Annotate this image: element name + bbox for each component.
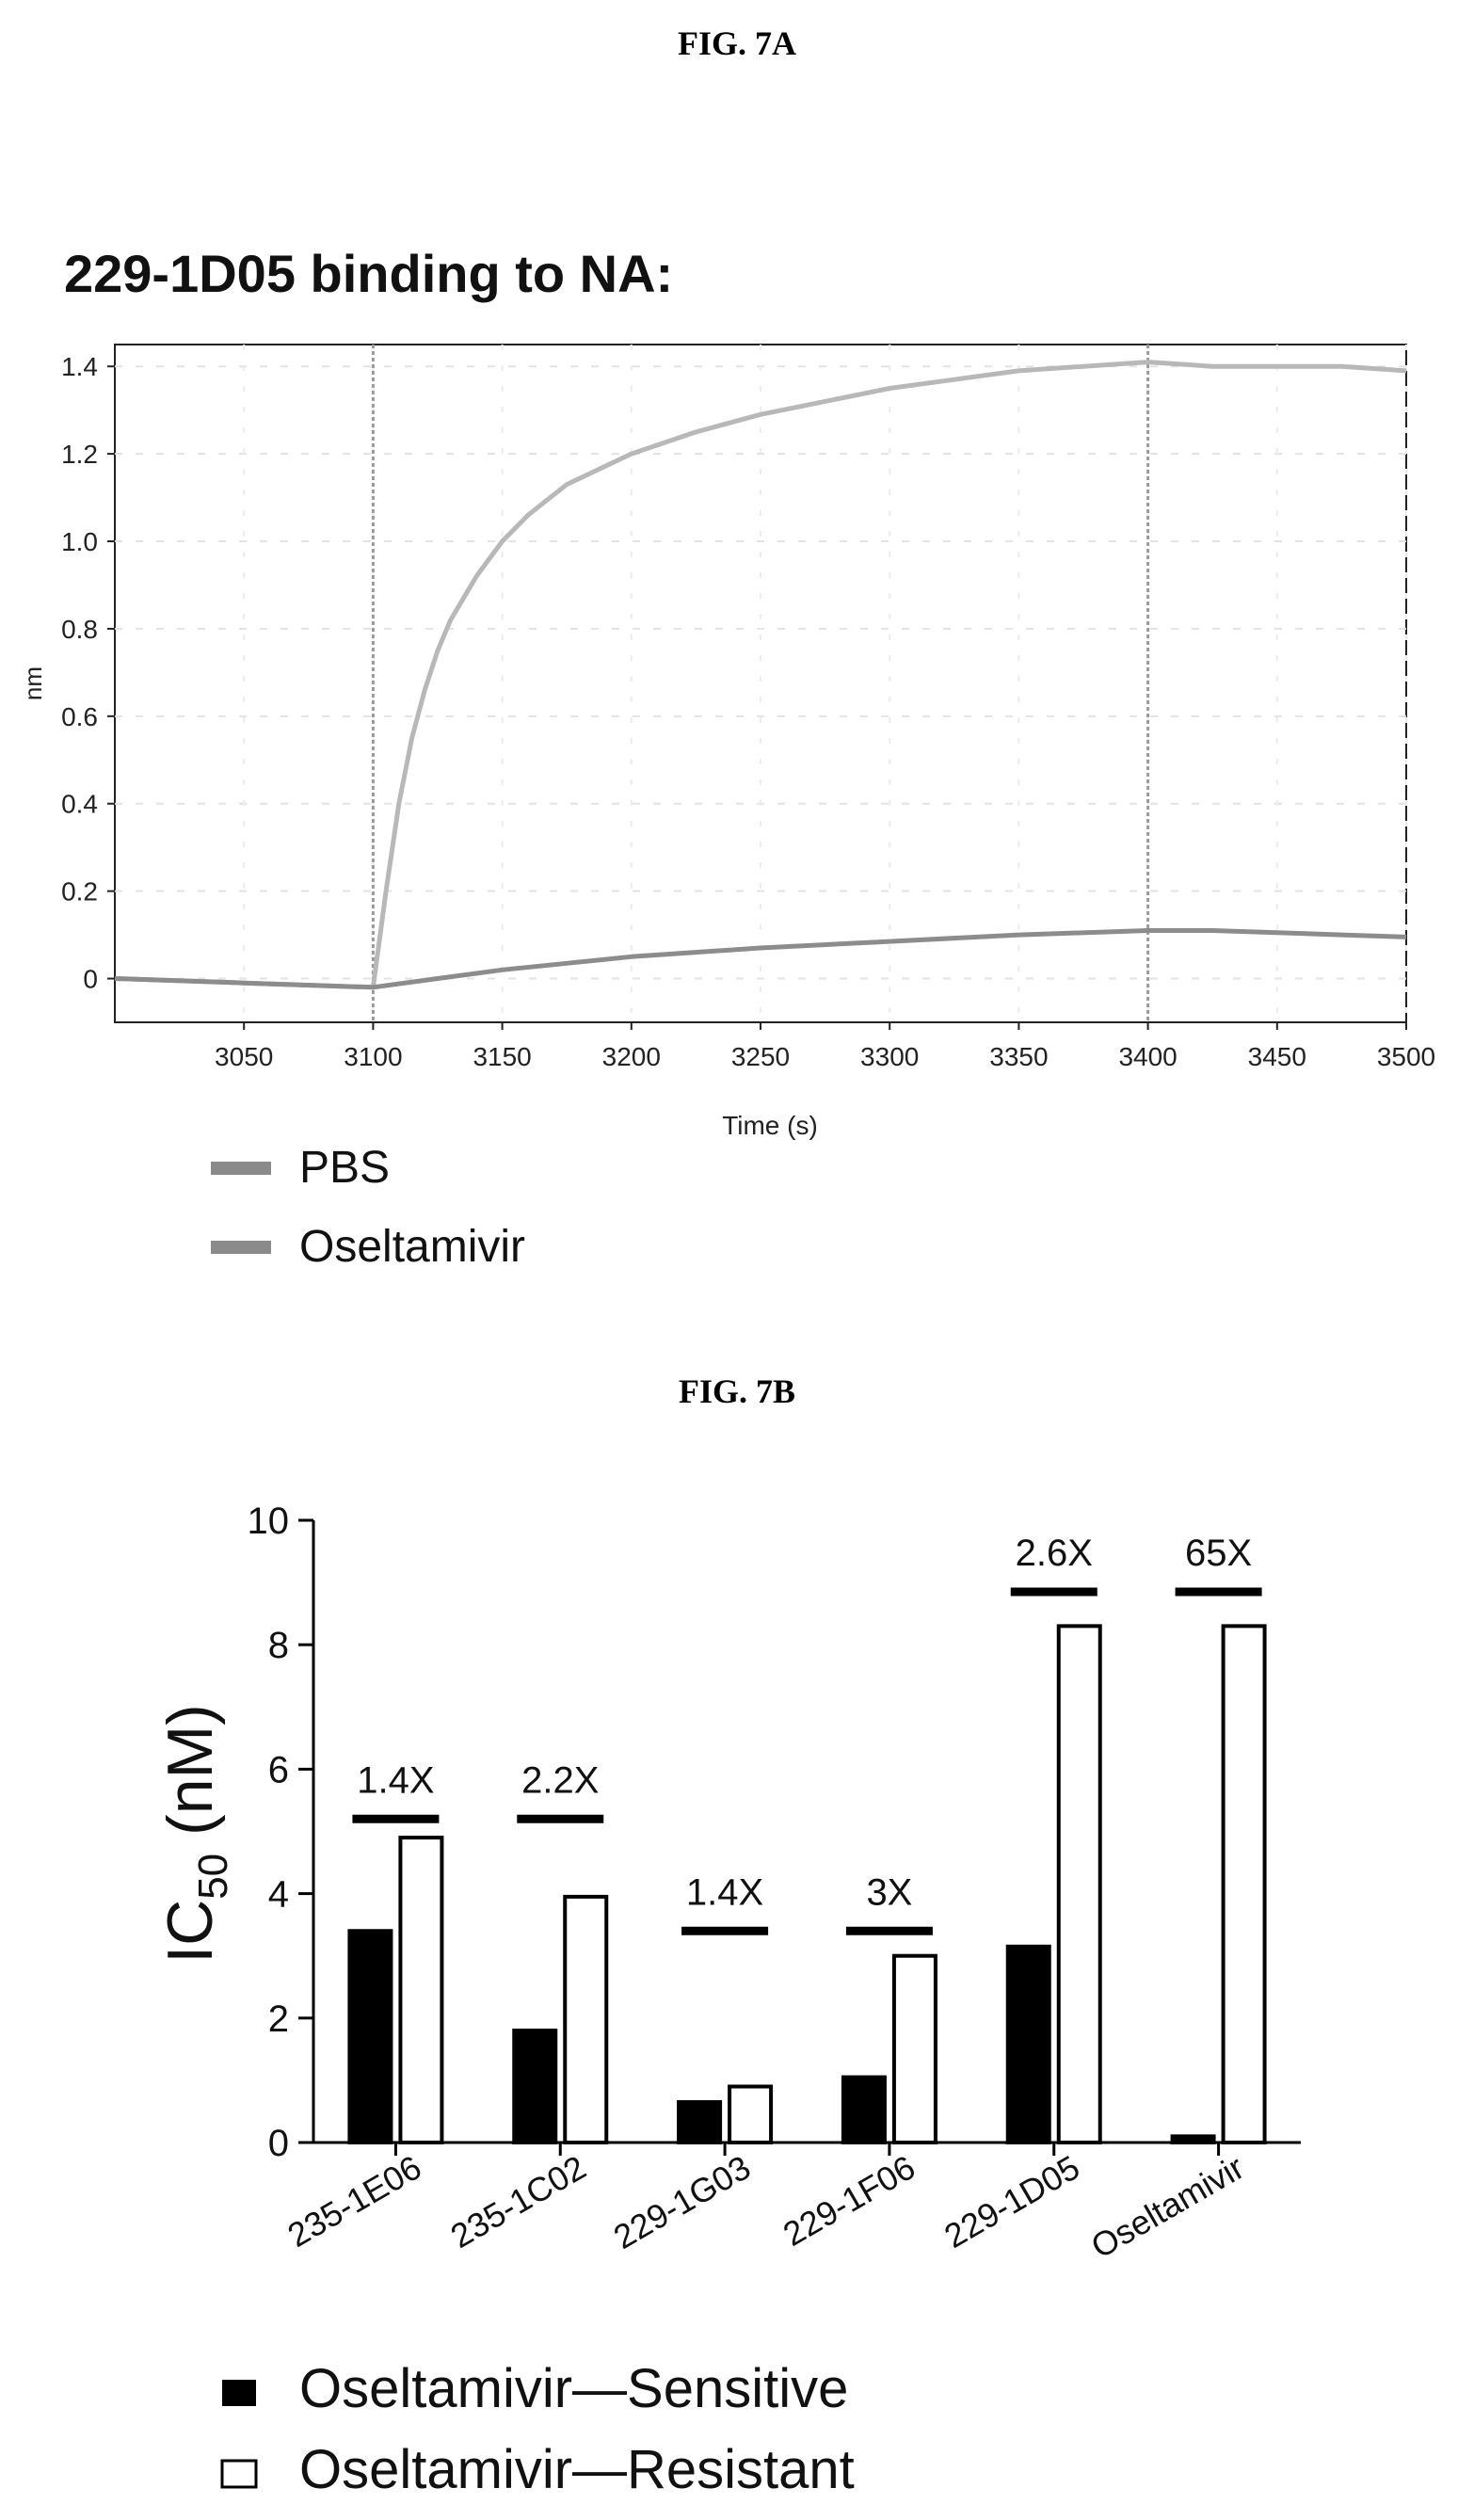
ic50-label-main: IC xyxy=(154,1900,226,1964)
ic50-label-subscript: 50 xyxy=(190,1854,236,1900)
y-tick-label: 2 xyxy=(268,1998,289,2040)
legend-swatch-oseltamivir xyxy=(211,1241,271,1254)
category-label: 229-1D05 xyxy=(937,2147,1085,2255)
ic50-chart-y-ticks: 0 2 4 6 8 10 xyxy=(248,1501,313,2164)
binding-chart-grid xyxy=(115,345,1407,1022)
binding-chart: 229-1D05 binding to NA: 0 0.2 0.4 0.6 0.8 1.0… xyxy=(19,244,1435,1272)
legend-label-resistant: Oseltamivir—Resistant xyxy=(299,2439,855,2500)
x-tick-label: 3400 xyxy=(1118,1042,1177,1071)
binding-chart-series xyxy=(114,360,1407,990)
bar-resistant xyxy=(1056,1624,1102,2144)
ic50-chart: 0 2 4 6 8 10 1.4X 2.2X 1.4X 3X 2.6X 65X 235-1E06 23… xyxy=(154,1501,1301,2500)
y-tick-label: 0.6 xyxy=(61,702,98,731)
x-tick-label: 3200 xyxy=(602,1042,661,1071)
x-tick-label: 3050 xyxy=(215,1042,273,1071)
ic50-chart-y-axis-label: IC50 (nM) xyxy=(154,1704,236,1964)
fold-change-label: 65X xyxy=(1185,1533,1252,1574)
binding-chart-y-axis-label: nm xyxy=(19,666,47,700)
fold-change-label: 2.2X xyxy=(521,1759,599,1801)
y-tick-label: 0.8 xyxy=(61,615,98,644)
y-tick-label: 0.2 xyxy=(61,877,98,907)
y-tick-label: 0 xyxy=(83,965,98,994)
category-label: 235-1E06 xyxy=(281,2147,428,2255)
ic50-chart-bars xyxy=(347,1624,1267,2145)
y-tick-label: 4 xyxy=(268,1874,289,1916)
binding-chart-plot-frame xyxy=(114,344,1407,1023)
legend-swatch-pbs xyxy=(211,1162,271,1175)
x-tick-label: 3450 xyxy=(1248,1042,1306,1071)
bar-resistant xyxy=(1221,1624,1267,2144)
bar-resistant xyxy=(728,2084,774,2145)
y-tick-label: 8 xyxy=(268,1625,289,1666)
series-line-oseltamivir xyxy=(114,928,1407,990)
binding-chart-x-axis-label: Time (s) xyxy=(722,1111,818,1140)
fold-change-label: 3X xyxy=(866,1871,912,1913)
y-tick-label: 6 xyxy=(268,1749,289,1790)
x-tick-label: 3150 xyxy=(473,1042,531,1071)
bar-resistant xyxy=(398,1836,444,2144)
series-line-pbs xyxy=(114,360,1407,990)
legend-label-sensitive: Oseltamivir—Sensitive xyxy=(299,2358,848,2419)
bar-sensitive xyxy=(841,2075,887,2144)
legend-label-pbs: PBS xyxy=(299,1143,390,1193)
binding-chart-y-ticks: 0 0.2 0.4 0.6 0.8 1.0 1.2 1.4 xyxy=(61,352,115,994)
bar-sensitive xyxy=(677,2100,723,2144)
y-tick-label: 10 xyxy=(248,1501,290,1542)
x-tick-label: 3100 xyxy=(344,1042,402,1071)
bar-resistant xyxy=(891,1953,937,2144)
fold-change-label: 2.6X xyxy=(1016,1533,1093,1574)
y-tick-label: 1.2 xyxy=(61,440,98,469)
legend-swatch-sensitive xyxy=(222,2380,256,2406)
figure-label-7a: FIG. 7A xyxy=(678,24,796,62)
legend-swatch-resistant xyxy=(220,2459,258,2489)
category-label: 235-1C02 xyxy=(444,2147,592,2255)
y-tick-label: 1.4 xyxy=(61,352,98,381)
binding-chart-x-ticks: 3050 3100 3150 3200 3250 3300 3350 3400 3450 3500 xyxy=(215,1022,1435,1071)
category-label: 229-1G03 xyxy=(607,2147,757,2256)
ic50-chart-fold-annotations: 1.4X 2.2X 1.4X 3X 2.6X 65X xyxy=(352,1533,1262,1935)
category-label: Oseltamivir xyxy=(1084,2147,1250,2266)
figure-label-7b: FIG. 7B xyxy=(679,1372,795,1410)
binding-chart-step-lines xyxy=(371,345,1150,1022)
x-tick-label: 3300 xyxy=(860,1042,919,1071)
legend-label-oseltamivir: Oseltamivir xyxy=(299,1222,525,1272)
binding-chart-title: 229-1D05 binding to NA: xyxy=(64,244,673,303)
bar-sensitive xyxy=(1005,1944,1051,2144)
bar-sensitive xyxy=(512,2029,558,2145)
y-tick-label: 1.0 xyxy=(61,527,98,556)
bar-sensitive xyxy=(347,1929,393,2145)
bar-sensitive xyxy=(1170,2134,1216,2144)
fold-change-label: 1.4X xyxy=(686,1871,763,1913)
ic50-label-unit: (nM) xyxy=(154,1704,226,1854)
x-tick-label: 3250 xyxy=(731,1042,790,1071)
x-tick-label: 3500 xyxy=(1377,1042,1435,1071)
y-tick-label: 0.4 xyxy=(61,790,98,819)
y-tick-label: 0 xyxy=(268,2123,289,2164)
bar-resistant xyxy=(563,1894,609,2145)
category-label: 229-1F06 xyxy=(777,2147,921,2254)
x-tick-label: 3350 xyxy=(989,1042,1048,1071)
ic50-chart-category-labels: 235-1E06 235-1C02 229-1G03 229-1F06 229-1D05… xyxy=(281,2143,1251,2266)
fold-change-label: 1.4X xyxy=(357,1759,434,1801)
